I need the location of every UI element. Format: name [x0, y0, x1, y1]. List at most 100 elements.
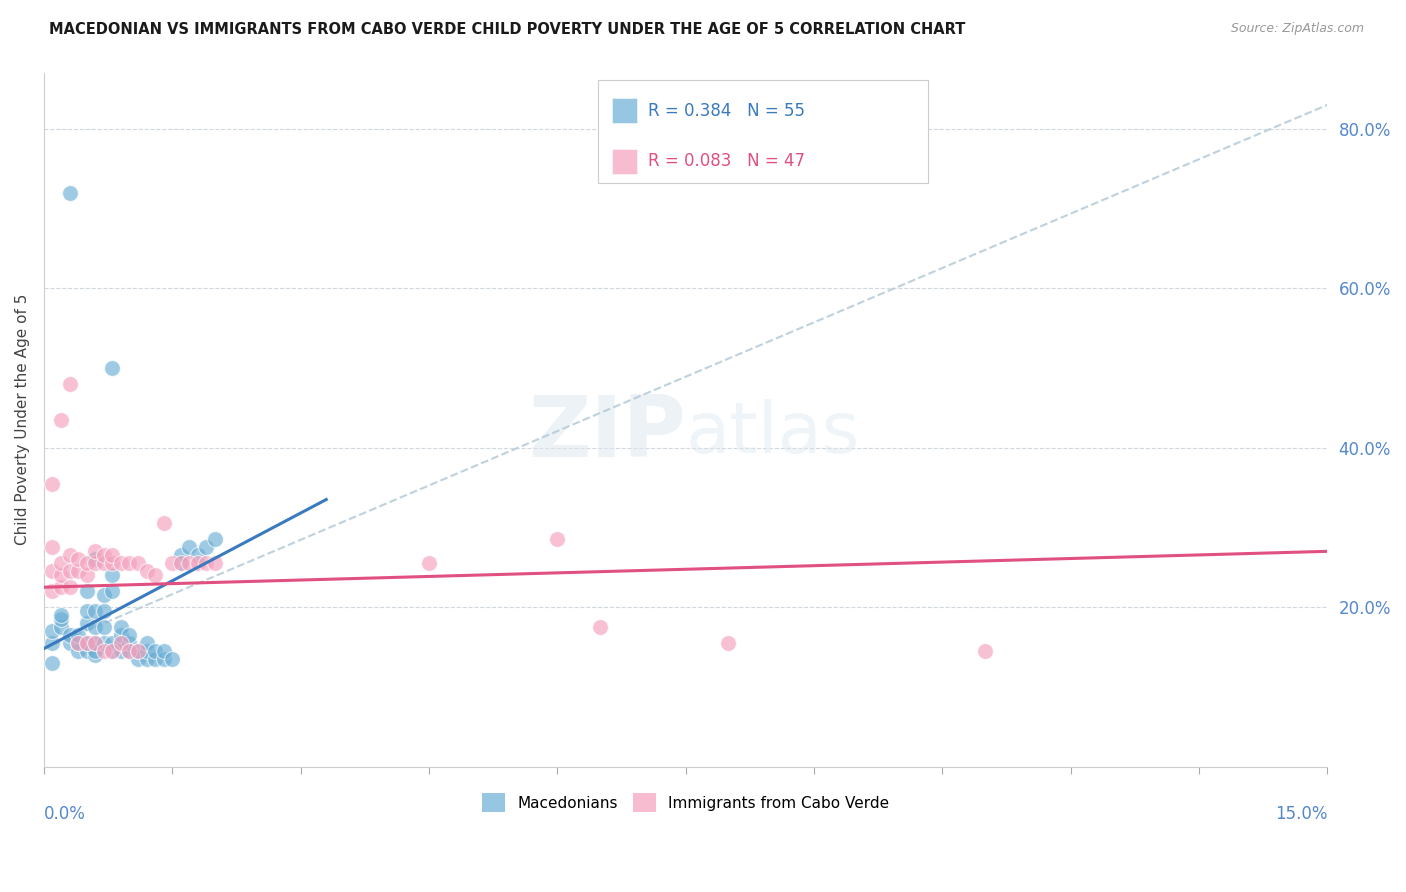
- Point: [58, 186, 80, 200]
- Point: [41, 476, 63, 491]
- Text: atlas: atlas: [686, 399, 860, 468]
- Point: [127, 652, 149, 666]
- Point: [110, 636, 132, 650]
- Point: [195, 541, 218, 555]
- Point: [118, 556, 141, 570]
- Point: [58, 549, 80, 563]
- Text: Source: ZipAtlas.com: Source: ZipAtlas.com: [1230, 22, 1364, 36]
- Point: [41, 584, 63, 599]
- Point: [93, 644, 115, 658]
- Point: [76, 604, 98, 618]
- Point: [170, 556, 193, 570]
- Point: [41, 564, 63, 578]
- Point: [143, 652, 166, 666]
- Point: [101, 636, 124, 650]
- Point: [118, 644, 141, 658]
- Point: [49, 620, 72, 634]
- Point: [179, 541, 201, 555]
- Point: [93, 549, 115, 563]
- Point: [84, 648, 107, 662]
- Point: [84, 636, 107, 650]
- Point: [101, 361, 124, 376]
- Point: [93, 636, 115, 650]
- Point: [49, 612, 72, 626]
- Point: [67, 628, 90, 642]
- Point: [93, 556, 115, 570]
- Point: [67, 552, 90, 566]
- Point: [110, 628, 132, 642]
- Point: [93, 604, 115, 618]
- Point: [41, 624, 63, 638]
- Point: [546, 533, 568, 547]
- Text: R = 0.083   N = 47: R = 0.083 N = 47: [648, 153, 806, 170]
- Point: [170, 549, 193, 563]
- Point: [58, 376, 80, 391]
- Point: [118, 644, 141, 658]
- Text: ZIP: ZIP: [527, 392, 686, 475]
- Point: [110, 644, 132, 658]
- Point: [179, 556, 201, 570]
- Point: [418, 556, 440, 570]
- Point: [76, 556, 98, 570]
- Point: [41, 636, 63, 650]
- Point: [101, 584, 124, 599]
- Point: [58, 628, 80, 642]
- Point: [101, 556, 124, 570]
- Point: [127, 556, 149, 570]
- Point: [58, 564, 80, 578]
- Point: [717, 636, 740, 650]
- Point: [76, 584, 98, 599]
- Point: [101, 644, 124, 658]
- Point: [101, 644, 124, 658]
- Point: [118, 636, 141, 650]
- Point: [76, 644, 98, 658]
- Point: [41, 656, 63, 670]
- Point: [110, 636, 132, 650]
- Point: [152, 644, 174, 658]
- Point: [84, 544, 107, 558]
- Point: [110, 620, 132, 634]
- Text: MACEDONIAN VS IMMIGRANTS FROM CABO VERDE CHILD POVERTY UNDER THE AGE OF 5 CORREL: MACEDONIAN VS IMMIGRANTS FROM CABO VERDE…: [49, 22, 966, 37]
- Point: [76, 616, 98, 631]
- Point: [135, 644, 157, 658]
- Point: [84, 620, 107, 634]
- Point: [49, 568, 72, 582]
- Point: [76, 568, 98, 582]
- Point: [49, 556, 72, 570]
- Point: [204, 533, 226, 547]
- Point: [135, 652, 157, 666]
- Point: [110, 556, 132, 570]
- Point: [589, 620, 612, 634]
- Point: [41, 541, 63, 555]
- Point: [101, 568, 124, 582]
- Point: [187, 549, 209, 563]
- Text: 15.0%: 15.0%: [1275, 805, 1327, 823]
- Point: [76, 636, 98, 650]
- Point: [195, 556, 218, 570]
- Point: [84, 556, 107, 570]
- Point: [135, 636, 157, 650]
- Point: [49, 608, 72, 623]
- Point: [84, 644, 107, 658]
- Point: [170, 556, 193, 570]
- Point: [67, 644, 90, 658]
- Point: [67, 636, 90, 650]
- Legend: Macedonians, Immigrants from Cabo Verde: Macedonians, Immigrants from Cabo Verde: [477, 787, 896, 818]
- Point: [187, 556, 209, 570]
- Point: [162, 556, 184, 570]
- Point: [162, 652, 184, 666]
- Point: [143, 644, 166, 658]
- Text: 0.0%: 0.0%: [44, 805, 86, 823]
- Point: [127, 644, 149, 658]
- Point: [49, 413, 72, 427]
- Point: [101, 549, 124, 563]
- Point: [58, 580, 80, 594]
- Text: R = 0.384   N = 55: R = 0.384 N = 55: [648, 102, 806, 120]
- Point: [84, 552, 107, 566]
- Point: [143, 568, 166, 582]
- Point: [93, 588, 115, 602]
- Point: [58, 636, 80, 650]
- Point: [135, 564, 157, 578]
- Point: [84, 636, 107, 650]
- Point: [204, 556, 226, 570]
